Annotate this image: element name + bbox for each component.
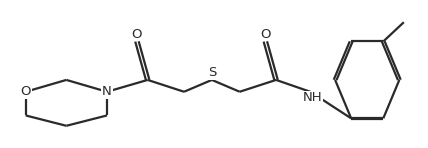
Text: S: S (208, 66, 216, 79)
Text: O: O (260, 28, 270, 41)
Text: NH: NH (303, 91, 322, 104)
Text: O: O (132, 28, 142, 41)
Text: O: O (21, 85, 31, 98)
Text: N: N (102, 85, 112, 98)
